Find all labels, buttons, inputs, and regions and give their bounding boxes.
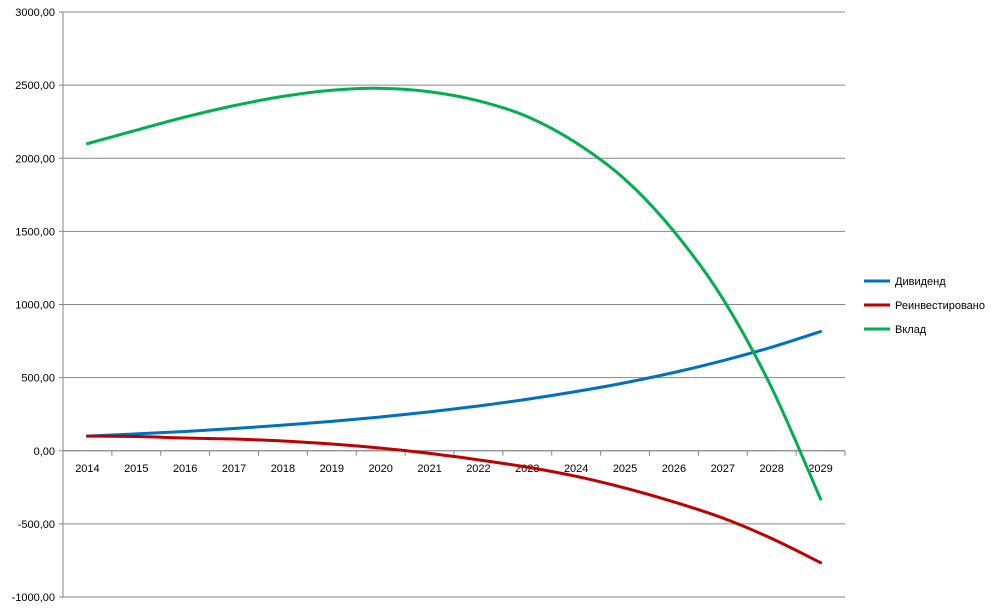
- x-tick-label: 2024: [564, 463, 588, 475]
- y-tick-label: -500,00: [18, 519, 55, 531]
- x-tick-label: 2017: [222, 463, 246, 475]
- x-tick-label: 2019: [320, 463, 344, 475]
- x-tick-label: 2026: [662, 463, 686, 475]
- x-tick-label: 2020: [368, 463, 392, 475]
- x-tick-label: 2025: [613, 463, 637, 475]
- x-tick-label: 2014: [75, 463, 99, 475]
- x-tick-label: 2016: [173, 463, 197, 475]
- legend: Дивиденд Реинвестировано Вклад: [864, 276, 985, 336]
- legend-label: Вклад: [895, 324, 927, 336]
- legend-label: Дивиденд: [895, 276, 946, 288]
- x-tick-label: 2015: [124, 463, 148, 475]
- y-tick-label: 1000,00: [15, 300, 55, 312]
- x-tick-label: 2018: [271, 463, 295, 475]
- y-tick-label: 3000,00: [15, 7, 55, 19]
- y-tick-label: 1500,00: [15, 226, 55, 238]
- x-tick-label: 2022: [466, 463, 490, 475]
- series-lines: [85, 86, 823, 565]
- series-line-3: [85, 86, 823, 501]
- series-line-2: [85, 434, 823, 565]
- y-tick-label: -1000,00: [12, 592, 55, 604]
- y-tick-label: 2500,00: [15, 80, 55, 92]
- x-tick-label: 2028: [759, 463, 783, 475]
- x-tick-label: 2027: [711, 463, 735, 475]
- legend-label: Реинвестировано: [895, 300, 985, 312]
- y-axis: 3000,00 2500,00 2000,00 1500,00 1000,00 500,0…: [12, 7, 64, 604]
- y-tick-label: 2000,00: [15, 153, 55, 165]
- x-axis: 2014 2015 2016 2017 2018 2019 2020 2021 2022 2023…: [62, 450, 846, 475]
- y-tick-label: 500,00: [21, 373, 55, 385]
- x-tick-label: 2021: [417, 463, 441, 475]
- y-tick-label: 0,00: [34, 446, 55, 458]
- series-line-1: [85, 330, 823, 438]
- x-tick-label: 2029: [808, 463, 832, 475]
